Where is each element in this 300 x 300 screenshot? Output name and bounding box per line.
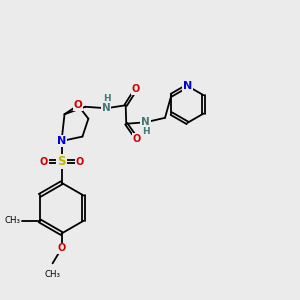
Text: O: O [40,157,48,167]
Text: S: S [57,155,66,168]
Text: CH₃: CH₃ [45,270,61,279]
Text: N: N [183,81,192,91]
Text: H: H [103,94,111,103]
Text: O: O [74,100,82,110]
Text: CH₃: CH₃ [4,216,20,225]
Text: N: N [141,117,150,127]
Text: H: H [142,127,150,136]
Text: O: O [75,157,84,167]
Text: O: O [132,84,140,94]
Text: O: O [57,243,66,254]
Text: N: N [57,136,66,146]
Text: N: N [102,103,111,113]
Text: O: O [133,134,141,144]
